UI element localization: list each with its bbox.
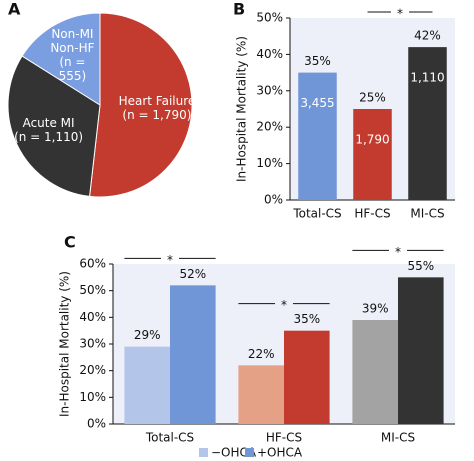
- slice-label: Heart Failure (n = 1,790): [107, 94, 207, 122]
- panel-label: B: [233, 0, 245, 19]
- bar: [238, 365, 284, 424]
- value-label: 39%: [362, 302, 389, 316]
- slice-label: Non-MI Non-HF (n = 555): [45, 27, 100, 83]
- y-tick-label: 60%: [79, 257, 106, 271]
- bar: [284, 330, 330, 424]
- panel-label: A: [8, 0, 21, 19]
- value-label: 22%: [248, 347, 275, 361]
- significance-star: *: [395, 245, 401, 259]
- y-tick-label: 30%: [256, 83, 283, 97]
- y-tick-label: 50%: [256, 11, 283, 25]
- bar: [298, 72, 337, 200]
- y-tick-label: 50%: [79, 283, 106, 297]
- y-tick-label: 20%: [79, 363, 106, 377]
- y-tick-label: 30%: [79, 337, 106, 351]
- slice-name: Non-MI Non-HF: [50, 27, 95, 56]
- slice-value: (n = 555): [58, 55, 87, 84]
- y-tick-label: 0%: [87, 417, 106, 431]
- y-tick-label: 10%: [256, 156, 283, 170]
- legend-swatch: [199, 448, 208, 457]
- slice-value: (n = 1,790): [122, 108, 192, 123]
- legend-label: +OHCA: [257, 446, 303, 460]
- bar: [352, 320, 398, 424]
- pie-slice: [89, 12, 193, 198]
- slice-name: Heart Failure: [118, 94, 196, 109]
- value-label: 25%: [359, 91, 386, 105]
- slice-label: Acute MI (n = 1,110): [14, 116, 84, 144]
- x-tick-label: HF-CS: [354, 207, 390, 221]
- y-tick-label: 20%: [256, 120, 283, 134]
- legend-swatch: [245, 448, 254, 457]
- y-tick-label: 40%: [79, 310, 106, 324]
- count-label: 3,455: [300, 96, 334, 110]
- value-label: 55%: [407, 259, 434, 273]
- x-tick-label: MI-CS: [410, 207, 444, 221]
- pie-slice: [21, 12, 101, 106]
- y-axis-label: In-Hospital Mortality (%): [58, 271, 72, 417]
- bar: [170, 285, 216, 424]
- significance-star: *: [397, 7, 403, 21]
- y-tick-label: 0%: [264, 193, 283, 207]
- y-tick-label: 40%: [256, 47, 283, 61]
- x-tick-label: HF-CS: [266, 431, 302, 445]
- panel-label: C: [64, 233, 76, 252]
- bar: [408, 47, 447, 201]
- y-axis-label: In-Hospital Mortality (%): [235, 36, 249, 182]
- value-label: 35%: [293, 312, 320, 326]
- count-label: 1,110: [410, 71, 444, 85]
- value-label: 42%: [414, 29, 441, 43]
- y-tick-label: 10%: [79, 390, 106, 404]
- x-tick-label: Total-CS: [292, 207, 341, 221]
- bar: [124, 346, 170, 424]
- x-tick-label: Total-CS: [145, 431, 194, 445]
- significance-star: *: [281, 298, 287, 312]
- x-tick-label: MI-CS: [381, 431, 415, 445]
- value-label: 52%: [179, 267, 206, 281]
- bar: [398, 277, 444, 424]
- value-label: 29%: [134, 328, 161, 342]
- slice-name: Acute MI: [22, 115, 75, 130]
- slice-value: (n = 1,110): [14, 129, 84, 144]
- significance-star: *: [167, 253, 173, 267]
- bar: [353, 109, 392, 200]
- value-label: 35%: [304, 54, 331, 68]
- count-label: 1,790: [355, 133, 389, 147]
